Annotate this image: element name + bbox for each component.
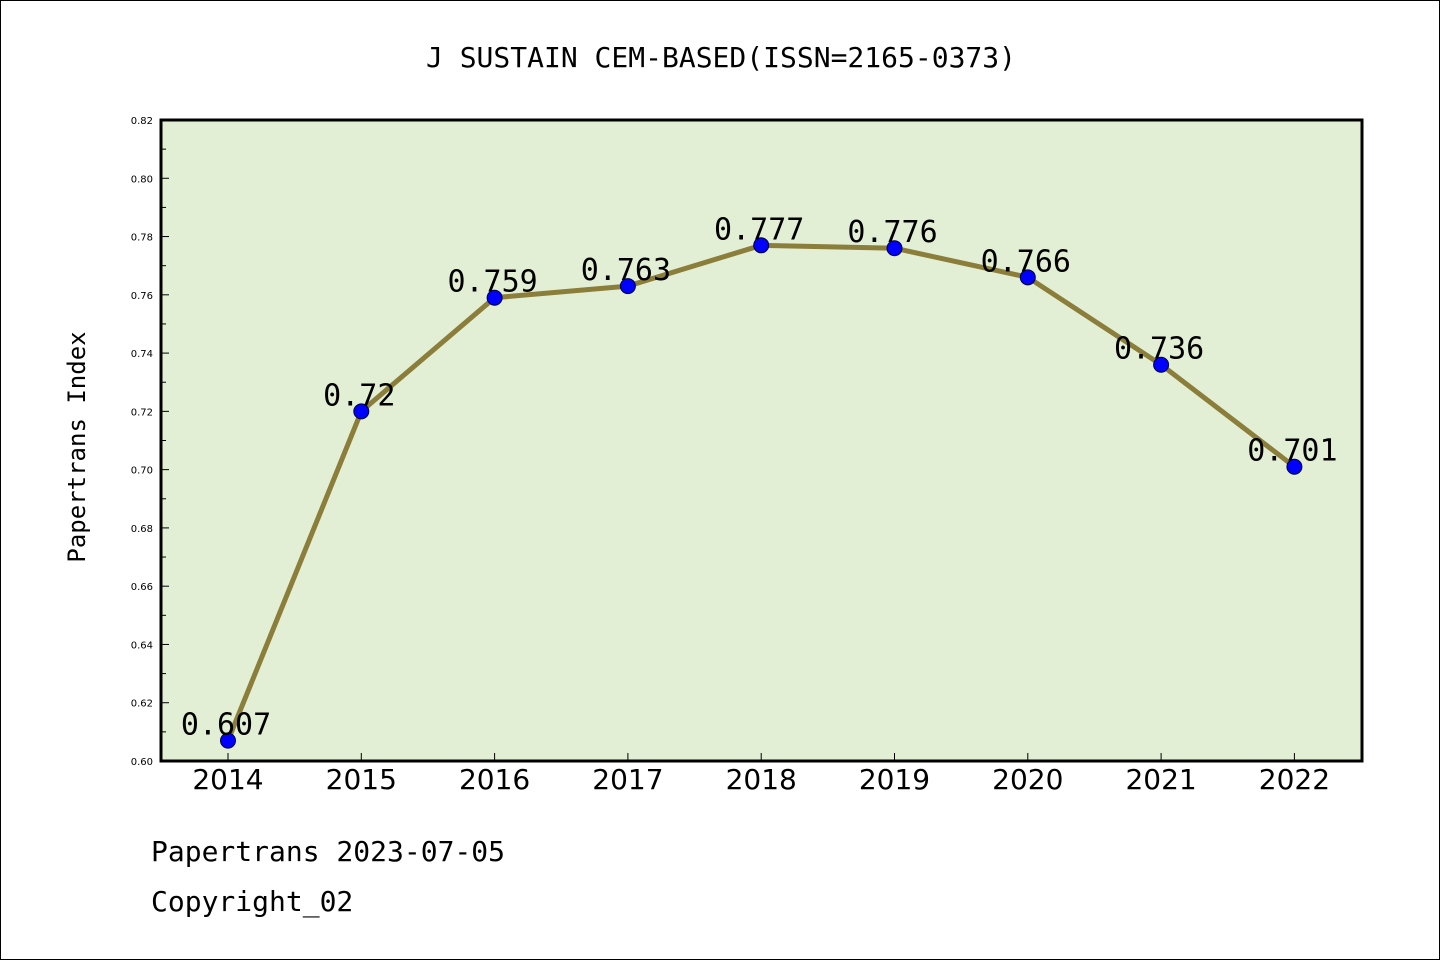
x-tick-label: 2017	[592, 763, 663, 796]
data-point	[1019, 269, 1036, 286]
data-point	[220, 732, 236, 749]
y-tick-label: 0.72	[131, 407, 153, 418]
data-point	[353, 403, 370, 420]
x-axis-ticks: 2014 2015 2016 2017 2018 2019 2020 2021 2022	[192, 753, 1330, 796]
y-tick-label: 0.68	[131, 524, 153, 535]
data-label: 0.72	[323, 378, 395, 413]
y-tick-label: 0.74	[131, 349, 153, 360]
y-axis-ticks: 0.60 0.62 0.64 0.66 0.68 0.70 0.72 0.74 0.76 0.78…	[131, 116, 169, 768]
footer-date: Papertrans 2023-07-05	[151, 835, 506, 868]
data-point	[1153, 356, 1170, 373]
y-tick-label: 0.70	[131, 466, 153, 477]
data-point	[486, 289, 503, 306]
x-tick-label: 2014	[192, 763, 263, 796]
y-tick-label: 0.80	[131, 174, 153, 185]
series-layer: 0.607 0.72 0.759 0.763 0.777 0.776 0.766 0.736 0…	[181, 212, 1338, 749]
y-axis-label: Papertrans Index	[63, 331, 91, 562]
x-tick-label: 2019	[859, 763, 930, 796]
data-label: 0.759	[447, 265, 537, 300]
footer-copyright: Copyright_02	[151, 885, 354, 918]
data-label: 0.607	[181, 708, 271, 743]
y-tick-label: 0.78	[131, 233, 153, 244]
y-tick-label: 0.64	[131, 640, 153, 651]
data-label: 0.736	[1114, 332, 1204, 367]
chart-title: J SUSTAIN CEM-BASED(ISSN=2165-0373)	[426, 41, 1016, 74]
x-tick-label: 2018	[726, 763, 797, 796]
data-label: 0.776	[847, 215, 937, 250]
data-label: 0.766	[981, 244, 1071, 279]
y-tick-label: 0.66	[131, 582, 153, 593]
x-tick-label: 2021	[1125, 763, 1196, 796]
data-point	[753, 237, 770, 254]
x-tick-label: 2022	[1259, 763, 1330, 796]
plot-area	[159, 118, 1364, 763]
x-tick-label: 2020	[992, 763, 1063, 796]
data-label: 0.763	[581, 253, 671, 288]
data-point	[619, 278, 636, 295]
y-tick-label: 0.82	[131, 116, 153, 127]
y-tick-label: 0.60	[131, 757, 153, 768]
data-label: 0.777	[714, 212, 804, 247]
x-tick-label: 2016	[459, 763, 530, 796]
data-point	[886, 240, 903, 257]
data-label: 0.701	[1247, 434, 1337, 469]
y-tick-label: 0.62	[131, 699, 153, 710]
x-tick-label: 2015	[326, 763, 397, 796]
data-point	[1286, 458, 1303, 475]
y-tick-label: 0.76	[131, 291, 153, 302]
